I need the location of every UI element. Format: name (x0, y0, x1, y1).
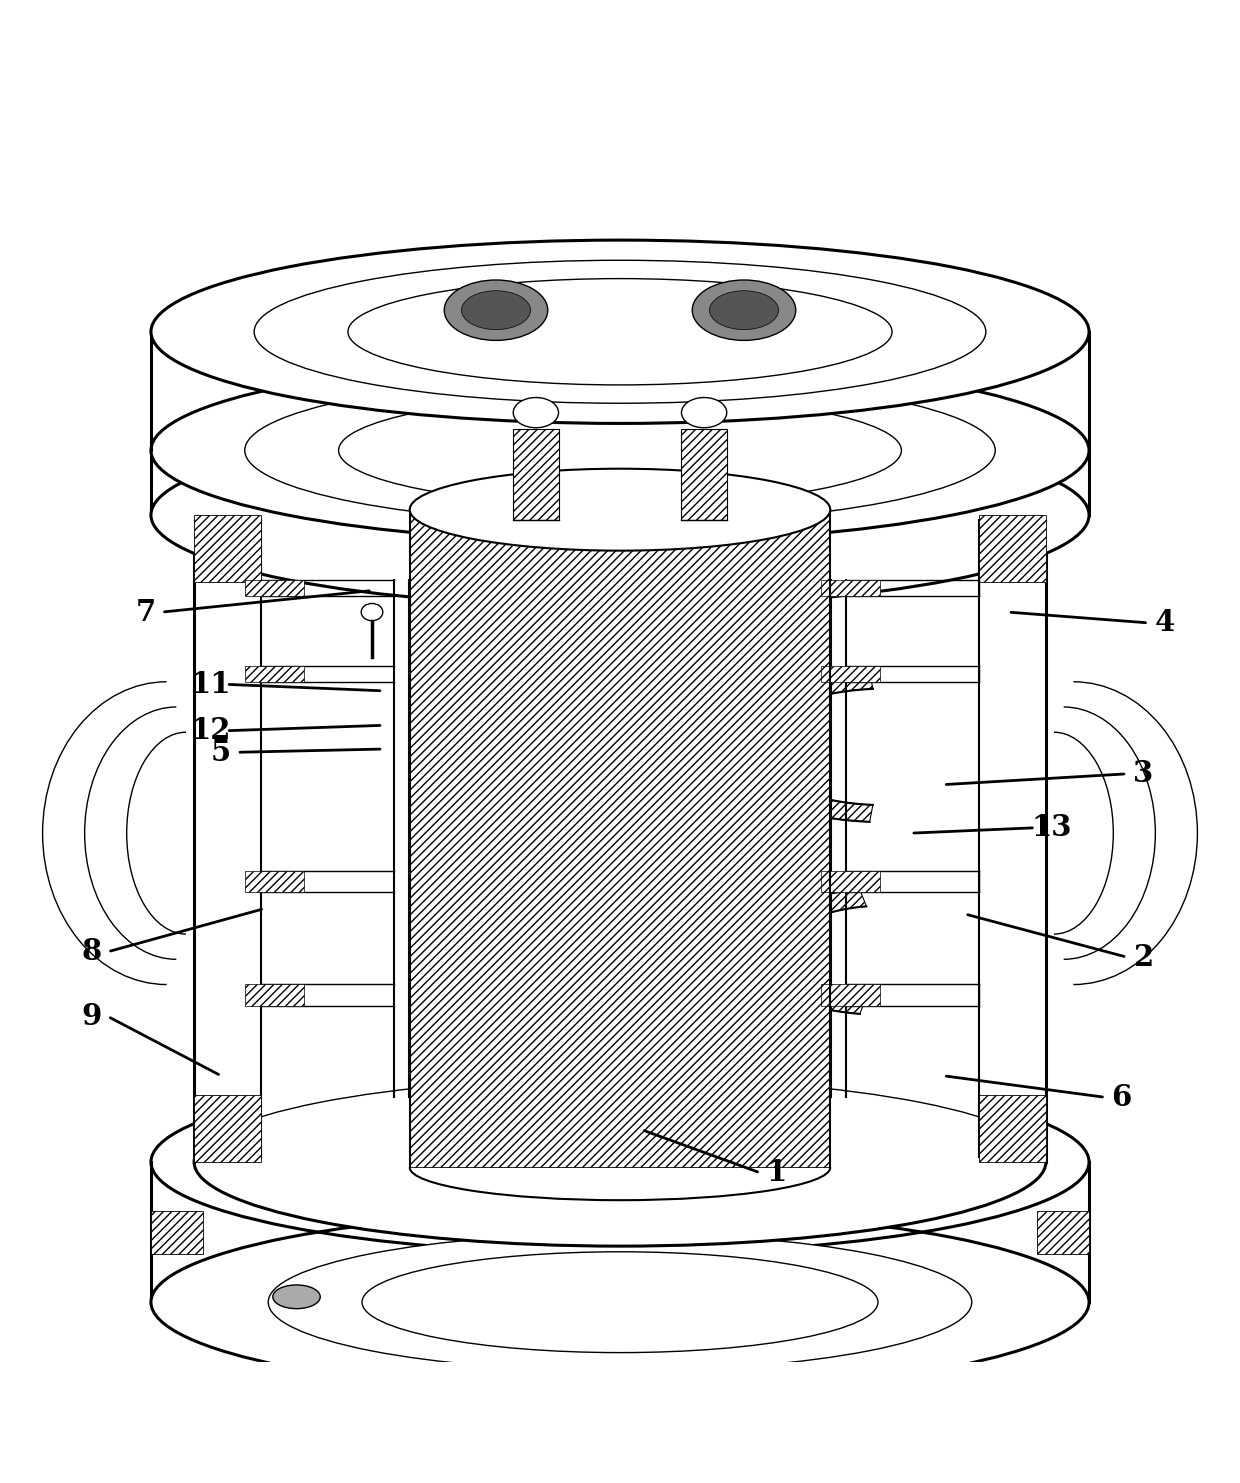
Text: 7: 7 (135, 598, 156, 627)
Bar (195, 515, 260, 581)
Bar (244, 580, 304, 596)
Ellipse shape (409, 469, 831, 550)
Ellipse shape (244, 377, 996, 523)
Bar (821, 871, 880, 893)
Bar (244, 666, 304, 682)
Ellipse shape (339, 396, 901, 506)
Bar (244, 985, 304, 1005)
Ellipse shape (682, 397, 727, 427)
Bar (409, 510, 831, 1167)
Ellipse shape (709, 291, 779, 329)
Ellipse shape (461, 291, 531, 329)
Ellipse shape (273, 1284, 320, 1308)
Ellipse shape (151, 240, 1089, 424)
Bar (682, 429, 727, 521)
Polygon shape (195, 515, 1045, 1163)
Text: 1: 1 (766, 1158, 786, 1188)
Ellipse shape (900, 1139, 944, 1160)
Bar (821, 985, 880, 1005)
Ellipse shape (361, 604, 383, 621)
Ellipse shape (362, 1252, 878, 1352)
Bar (980, 1094, 1045, 1163)
Bar (821, 666, 880, 682)
Bar (195, 1094, 260, 1163)
Polygon shape (717, 672, 873, 822)
Ellipse shape (151, 359, 1089, 541)
Bar (513, 429, 558, 521)
Text: 5: 5 (211, 737, 231, 767)
Ellipse shape (254, 261, 986, 403)
Text: 9: 9 (82, 1003, 102, 1031)
Text: 3: 3 (1133, 759, 1153, 789)
Ellipse shape (151, 1210, 1089, 1394)
Ellipse shape (348, 279, 892, 386)
Text: 13: 13 (1030, 813, 1071, 842)
Text: 11: 11 (190, 670, 231, 698)
Bar (1038, 1210, 1089, 1253)
Text: 6: 6 (1111, 1083, 1132, 1112)
Ellipse shape (692, 280, 796, 341)
Bar (151, 1210, 202, 1253)
Text: 8: 8 (82, 937, 102, 967)
Text: 12: 12 (190, 716, 231, 746)
Ellipse shape (151, 424, 1089, 607)
Ellipse shape (283, 1096, 957, 1228)
Ellipse shape (513, 397, 558, 427)
Bar (980, 515, 1045, 581)
Bar (821, 580, 880, 596)
Bar (244, 871, 304, 893)
Text: 4: 4 (1154, 608, 1174, 638)
Ellipse shape (268, 1234, 972, 1370)
Text: 2: 2 (1133, 943, 1153, 971)
Polygon shape (744, 890, 867, 1014)
Ellipse shape (444, 280, 548, 341)
Ellipse shape (195, 1078, 1045, 1246)
